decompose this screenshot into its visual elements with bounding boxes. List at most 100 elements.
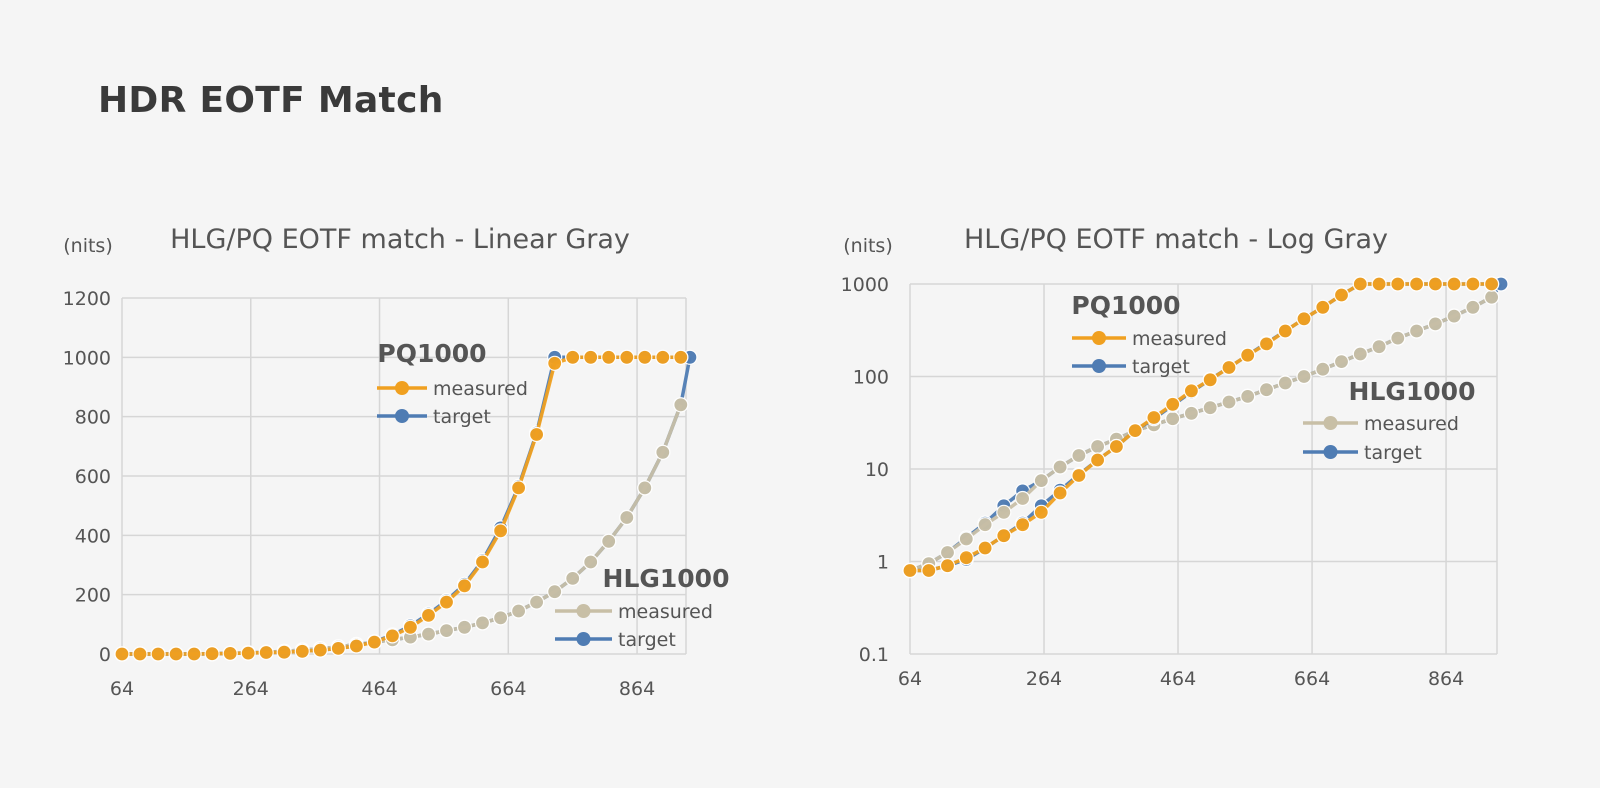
legend-entry-label: measured	[618, 601, 713, 623]
data-point-pq1000-measured	[1089, 452, 1106, 468]
data-point-pq1000-measured	[1408, 276, 1425, 292]
data-point-pq1000-measured	[150, 646, 166, 662]
data-point-pq1000-measured	[1333, 287, 1350, 303]
data-point-hlg1000-measured	[1427, 316, 1444, 332]
data-point-pq1000-measured	[977, 540, 993, 556]
data-point-pq1000-measured	[474, 554, 491, 570]
data-point-hlg1000-measured	[474, 615, 491, 631]
data-point-hlg1000-measured	[1165, 411, 1181, 427]
legend-entry-label: measured	[1132, 328, 1227, 350]
x-tick-label: 464	[361, 678, 397, 700]
y-axis-unit: (nits)	[63, 235, 113, 257]
data-point-pq1000-measured	[565, 349, 581, 365]
legend-entry-label: target	[433, 406, 491, 428]
data-point-pq1000-measured	[1183, 383, 1200, 399]
data-point-pq1000-measured	[456, 578, 473, 594]
x-tick-label: 664	[490, 678, 526, 700]
linear-gray-chart: HLG/PQ EOTF match - Linear Gray (nits) 0 20…	[63, 224, 730, 700]
data-point-hlg1000-measured	[601, 533, 617, 549]
legend-entry-label: target	[618, 629, 676, 651]
data-point-hlg1000-measured	[420, 626, 437, 642]
data-point-pq1000-measured	[547, 355, 563, 371]
data-point-hlg1000-measured	[1221, 394, 1237, 410]
x-tick-label: 664	[1294, 668, 1330, 690]
data-point-hlg1000-measured	[1483, 289, 1500, 305]
x-tick-label: 64	[110, 678, 134, 700]
data-point-pq1000-measured	[493, 523, 509, 539]
chart-title: HLG/PQ EOTF match - Log Gray	[964, 224, 1388, 255]
x-tick-label: 464	[1160, 668, 1196, 690]
data-point-hlg1000-measured	[1202, 400, 1218, 416]
legend-swatch-dot	[1092, 359, 1106, 373]
data-point-hlg1000-measured	[1408, 323, 1425, 339]
legend-swatch-dot	[395, 409, 409, 423]
data-point-pq1000-measured	[921, 562, 937, 579]
legend-entry-label: target	[1364, 442, 1422, 464]
y-tick-label: 400	[75, 525, 111, 547]
y-tick-label: 1200	[63, 288, 111, 310]
data-point-hlg1000-measured	[1315, 361, 1331, 377]
legend-swatch-dot	[1092, 331, 1106, 345]
y-tick-label: 100	[853, 367, 889, 389]
legend-swatch-dot	[1323, 445, 1338, 459]
data-point-hlg1000-measured	[977, 517, 993, 533]
data-point-hlg1000-measured	[1333, 354, 1350, 370]
y-tick-label: 1	[877, 552, 889, 574]
data-point-pq1000-measured	[583, 349, 599, 365]
legend-swatch-dot	[1323, 416, 1338, 430]
data-point-hlg1000-measured	[1277, 375, 1293, 391]
log-gray-chart: HLG/PQ EOTF match - Log Gray (nits) 0.1 1 10…	[841, 224, 1509, 690]
data-point-pq1000-measured	[1315, 299, 1331, 315]
legend-swatch-dot	[576, 604, 591, 618]
data-point-hlg1000-measured	[996, 504, 1012, 520]
data-point-hlg1000-measured	[1089, 438, 1106, 455]
data-point-pq1000-measured	[1033, 504, 1049, 520]
data-point-pq1000-measured	[1296, 311, 1312, 327]
data-point-pq1000-measured	[996, 528, 1012, 544]
data-point-pq1000-measured	[294, 643, 310, 659]
data-point-pq1000-measured	[1352, 276, 1368, 292]
data-point-pq1000-measured	[1483, 276, 1500, 292]
data-point-pq1000-measured	[420, 607, 437, 624]
data-point-pq1000-measured	[619, 349, 635, 365]
data-point-hlg1000-measured	[1052, 459, 1068, 475]
data-point-pq1000-measured	[204, 646, 220, 662]
data-point-hlg1000-measured	[1071, 447, 1087, 464]
data-point-hlg1000-measured	[1296, 368, 1312, 385]
data-point-pq1000-measured	[258, 644, 274, 661]
legend-entry-label: target	[1132, 356, 1190, 378]
data-point-hlg1000-measured	[1390, 330, 1406, 346]
data-point-pq1000-measured	[1014, 517, 1031, 533]
data-point-pq1000-measured	[168, 646, 184, 662]
data-point-hlg1000-measured	[1014, 490, 1031, 507]
data-point-pq1000-measured	[114, 646, 130, 662]
data-point-pq1000-measured	[276, 644, 292, 660]
data-point-pq1000-measured	[1446, 276, 1462, 292]
data-point-pq1000-measured	[330, 640, 346, 657]
data-point-hlg1000-measured	[1183, 405, 1200, 421]
data-point-hlg1000-measured	[438, 622, 455, 639]
data-point-pq1000-measured	[312, 642, 328, 658]
data-point-pq1000-measured	[384, 628, 400, 644]
chart-title: HLG/PQ EOTF match - Linear Gray	[170, 224, 630, 255]
x-tick-label: 864	[1428, 668, 1464, 690]
y-axis-unit: (nits)	[843, 235, 893, 257]
legend-group-label: PQ1000	[1071, 291, 1180, 320]
x-tick-label: 64	[898, 668, 922, 690]
data-point-hlg1000-measured	[583, 554, 599, 570]
data-point-pq1000-measured	[939, 558, 956, 574]
series-line-hlg1000-measured	[122, 404, 683, 656]
data-point-pq1000-measured	[1390, 276, 1406, 292]
data-point-hlg1000-measured	[1258, 382, 1275, 398]
y-tick-label: 200	[75, 585, 111, 607]
data-point-hlg1000-measured	[958, 531, 974, 547]
y-tick-label: 1000	[63, 347, 111, 369]
legend-swatch-dot	[395, 381, 409, 395]
data-point-pq1000-measured	[1221, 359, 1237, 376]
data-point-hlg1000-measured	[673, 397, 689, 413]
y-tick-label: 800	[75, 407, 111, 429]
legend-entry-label: measured	[1364, 413, 1459, 435]
page-title: HDR EOTF Match	[98, 80, 444, 121]
x-tick-label: 264	[233, 678, 269, 700]
